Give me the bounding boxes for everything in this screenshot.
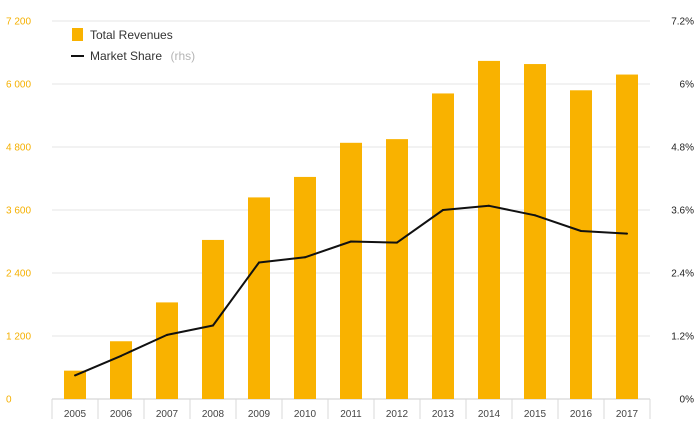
bar-2009 bbox=[248, 197, 270, 399]
bar-2008 bbox=[202, 239, 224, 399]
right-tick-label: 4.8% bbox=[671, 143, 694, 154]
market-share-point-2006 bbox=[120, 354, 122, 357]
bar-2013 bbox=[432, 93, 454, 399]
bar-2007 bbox=[156, 302, 178, 399]
legend: Total Revenues Market Share (rhs) bbox=[71, 28, 195, 64]
bar-2010 bbox=[294, 176, 316, 399]
market-share-point-2016 bbox=[580, 230, 582, 232]
market-share-point-2007 bbox=[166, 333, 168, 336]
right-tick-label: 0% bbox=[680, 395, 695, 406]
bar-2015 bbox=[524, 64, 546, 400]
bar-2016 bbox=[570, 90, 592, 400]
bar-2005 bbox=[64, 370, 86, 399]
legend-label-market-share-name: Market Share bbox=[90, 49, 162, 63]
x-tick-label: 2007 bbox=[156, 409, 179, 420]
market-share-point-2008 bbox=[212, 324, 214, 327]
x-tick-label: 2011 bbox=[340, 409, 362, 420]
right-tick-label: 3.6% bbox=[671, 206, 694, 217]
market-share-point-2012 bbox=[396, 241, 398, 244]
right-tick-label: 6% bbox=[680, 80, 695, 91]
left-tick-label: 2 400 bbox=[6, 269, 31, 280]
x-tick-label: 2008 bbox=[202, 409, 225, 420]
market-share-point-2013 bbox=[442, 209, 444, 211]
legend-label-total-revenues: Total Revenues bbox=[90, 28, 173, 42]
x-tick-label: 2016 bbox=[570, 409, 593, 420]
left-tick-label: 7 200 bbox=[6, 17, 31, 28]
x-tick-label: 2013 bbox=[432, 409, 455, 420]
bar-2012 bbox=[386, 139, 408, 399]
x-tick-label: 2010 bbox=[294, 409, 317, 420]
x-tick-label: 2009 bbox=[248, 409, 271, 420]
x-axis: 2005 2006 2007 2008 2009 2010 2011 2012 2013 2014… bbox=[51, 399, 651, 420]
market-share-point-2011 bbox=[350, 240, 352, 243]
bar-2011 bbox=[340, 142, 362, 400]
right-tick-label: 1.2% bbox=[671, 332, 694, 343]
x-tick-label: 2012 bbox=[386, 409, 409, 420]
legend-swatch-total-revenues bbox=[72, 28, 83, 41]
bar-2006 bbox=[110, 341, 132, 399]
left-tick-label: 6 000 bbox=[6, 80, 31, 91]
market-share-point-2015 bbox=[534, 214, 536, 217]
revenue-bars bbox=[64, 60, 638, 400]
market-share-point-2010 bbox=[304, 256, 306, 259]
left-tick-label: 3 600 bbox=[6, 206, 31, 217]
right-tick-label: 7.2% bbox=[671, 17, 694, 28]
left-tick-label: 1 200 bbox=[6, 332, 31, 343]
right-tick-label: 2.4% bbox=[671, 269, 694, 280]
market-share-line-layer bbox=[74, 204, 628, 377]
x-tick-label: 2017 bbox=[616, 409, 639, 420]
market-share-point-2009 bbox=[258, 261, 260, 264]
legend-label-market-share-note: (rhs) bbox=[170, 49, 195, 63]
left-tick-label: 4 800 bbox=[6, 143, 31, 154]
bar-2014 bbox=[478, 60, 500, 400]
left-axis-ticks: 0 1 200 2 400 3 600 4 800 6 000 7 200 bbox=[6, 17, 31, 406]
market-share-point-2005 bbox=[74, 374, 76, 377]
x-tick-label: 2014 bbox=[478, 409, 501, 420]
bar-2017 bbox=[616, 74, 638, 400]
market-share-point-2014 bbox=[488, 204, 490, 207]
x-tick-label: 2005 bbox=[64, 409, 87, 420]
legend-label-market-share: Market Share (rhs) bbox=[90, 47, 195, 64]
right-axis-ticks: 0% 1.2% 2.4% 3.6% 4.8% 6% 7.2% bbox=[671, 17, 694, 406]
market-share-point-2017 bbox=[626, 232, 628, 235]
left-tick-label: 0 bbox=[6, 395, 12, 406]
x-tick-label: 2015 bbox=[524, 409, 547, 420]
x-tick-label: 2006 bbox=[110, 409, 133, 420]
